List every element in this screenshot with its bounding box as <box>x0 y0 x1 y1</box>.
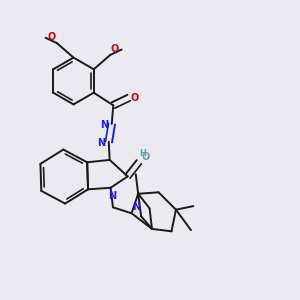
Text: N: N <box>100 119 108 130</box>
Text: O: O <box>142 152 150 162</box>
Text: O: O <box>111 44 119 54</box>
Text: N: N <box>133 202 141 212</box>
Text: H: H <box>140 149 146 158</box>
Text: O: O <box>131 92 139 103</box>
Text: O: O <box>48 32 56 42</box>
Text: N: N <box>108 191 116 201</box>
Text: N: N <box>97 137 105 148</box>
